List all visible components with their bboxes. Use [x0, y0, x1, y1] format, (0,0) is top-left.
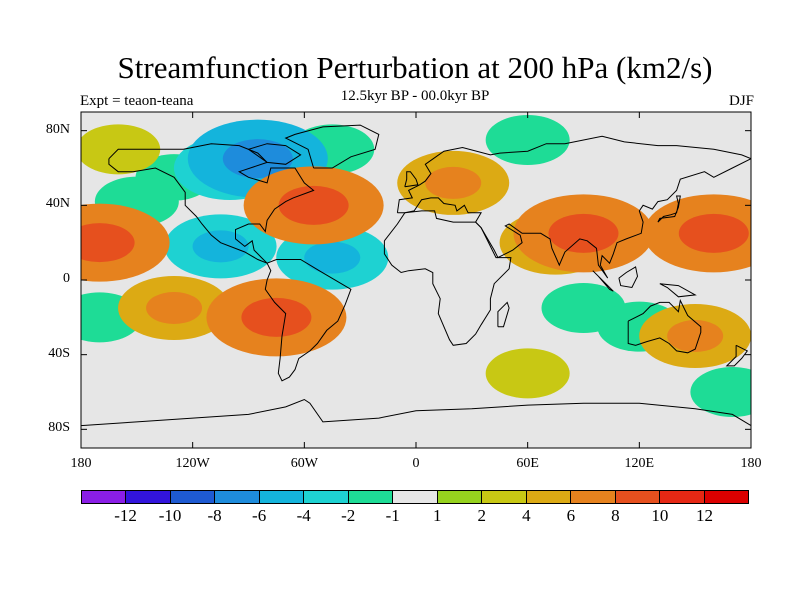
colorbar-cell: [437, 491, 483, 503]
colorbar-label: -2: [341, 506, 356, 525]
lon-tick-label: 120E: [624, 456, 655, 471]
colorbar-cell: [126, 491, 171, 503]
coastline: [81, 398, 751, 427]
lon-tick-label: 180: [740, 456, 762, 471]
colorbar-label: 12: [695, 506, 713, 525]
lon-tick-label: 120W: [175, 456, 210, 471]
colorbar-cell: [482, 491, 527, 503]
colorbar-label: -6: [252, 506, 267, 525]
coastline: [383, 210, 512, 346]
axis-ticks: [80, 112, 752, 448]
colorbar-label: 8: [611, 506, 620, 525]
lat-tick-label: 80N: [45, 121, 70, 137]
coastline: [497, 301, 510, 328]
colorbar-label: 6: [566, 506, 576, 525]
contour-region: [485, 348, 570, 399]
contour-core: [278, 185, 349, 225]
colorbar-label: -12: [114, 506, 137, 525]
contour-core: [425, 166, 482, 199]
contour-core: [548, 213, 619, 253]
colorbar-label: -4: [296, 506, 311, 525]
colorbar-cell: [393, 491, 438, 503]
colorbar-cell: [215, 491, 260, 503]
subtitle: 12.5kyr BP - 00.0kyr BP: [340, 88, 490, 104]
lon-tick-label: 0: [412, 456, 420, 471]
coastline: [284, 124, 380, 169]
page-title: Streamfunction Perturbation at 200 hPa (…: [117, 50, 713, 85]
colorbar-label: 1: [433, 506, 442, 525]
colorbar-cell: [526, 491, 572, 503]
lon-tick-label: 180: [70, 456, 92, 471]
coastline: [592, 270, 614, 292]
colorbar-label: 2: [477, 506, 487, 525]
coastline: [618, 266, 639, 289]
lat-tick-label: 40S: [48, 345, 70, 361]
lon-tick-label: 60E: [516, 456, 539, 471]
contour-region: [690, 367, 751, 417]
colorbar-cell: [304, 491, 349, 503]
lat-tick-label: 0: [63, 271, 70, 286]
coastline: [404, 171, 419, 188]
coastline: [264, 259, 352, 382]
season-label: DJF: [728, 93, 754, 109]
colorbar-cell: [170, 491, 216, 503]
lat-tick-label: 40N: [45, 196, 70, 212]
colorbar-cell: [571, 491, 616, 503]
colorbar-label: -10: [158, 506, 182, 525]
colorbar-cell: [259, 491, 305, 503]
coastline: [657, 195, 681, 223]
coastline: [659, 283, 697, 298]
colorbar-cell: [704, 491, 749, 503]
colorbar-cell: [348, 491, 394, 503]
colorbar-label: -1: [385, 506, 400, 525]
contour-core: [304, 241, 361, 274]
contour-core: [241, 297, 312, 337]
contour-core: [146, 292, 203, 324]
colorbar-label: -8: [207, 506, 222, 525]
experiment-label: Expt = teaon-teana: [80, 93, 194, 109]
coastline: [627, 298, 702, 354]
colorbar: [81, 490, 749, 504]
lon-tick-label: 60W: [290, 456, 318, 471]
coastline: [725, 344, 749, 367]
colorbar-cell: [82, 491, 127, 503]
coastline: [247, 143, 302, 165]
contour-region: [485, 115, 570, 165]
contour-core: [678, 213, 749, 253]
contour-core: [192, 230, 249, 263]
colorbar-label: 10: [651, 506, 669, 525]
lat-tick-label: 80S: [48, 420, 70, 436]
contour-core: [81, 223, 135, 263]
contour-core: [667, 320, 724, 352]
colorbar-cell: [615, 491, 661, 503]
colorbar-cell: [660, 491, 705, 503]
colorbar-label: 4: [522, 506, 531, 525]
coastlines: [81, 124, 751, 427]
coastline: [396, 135, 751, 279]
